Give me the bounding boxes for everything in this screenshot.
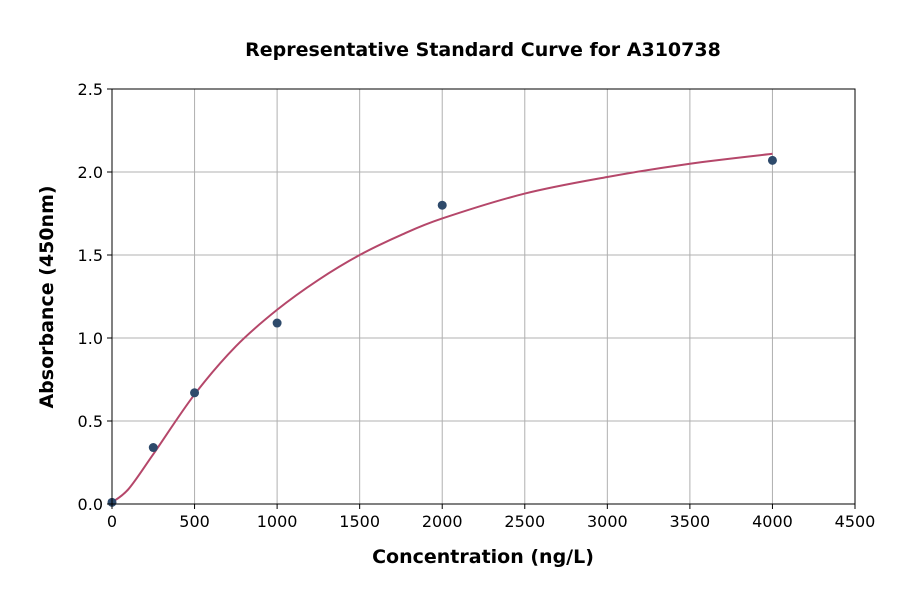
x-tick-label: 1500 xyxy=(339,512,380,531)
x-tick-label: 3000 xyxy=(587,512,628,531)
x-tick-label: 3500 xyxy=(670,512,711,531)
chart-title: Representative Standard Curve for A31073… xyxy=(245,39,721,61)
y-tick-label: 1.0 xyxy=(78,329,103,348)
data-point xyxy=(437,200,447,210)
x-tick-label: 1000 xyxy=(257,512,298,531)
y-tick-label: 0.0 xyxy=(78,495,103,514)
plot-frame xyxy=(111,88,856,505)
x-tick-label: 500 xyxy=(179,512,210,531)
y-tick-label: 2.0 xyxy=(78,163,103,182)
y-axis-label: Absorbance (450nm) xyxy=(36,185,58,408)
x-tick-label: 4500 xyxy=(835,512,876,531)
y-tick-label: 1.5 xyxy=(78,246,103,265)
x-tick-label: 4000 xyxy=(752,512,793,531)
x-tick-label: 0 xyxy=(107,512,117,531)
y-tick-label: 0.5 xyxy=(78,412,103,431)
x-tick-label: 2500 xyxy=(504,512,545,531)
data-point xyxy=(148,443,158,453)
x-tick-label: 2000 xyxy=(422,512,463,531)
x-axis-label: Concentration (ng/L) xyxy=(372,546,594,568)
data-point xyxy=(767,155,777,165)
y-tick-label: 2.5 xyxy=(78,80,103,99)
data-point xyxy=(272,318,282,328)
data-point xyxy=(190,388,200,398)
fit-curve xyxy=(111,152,773,504)
